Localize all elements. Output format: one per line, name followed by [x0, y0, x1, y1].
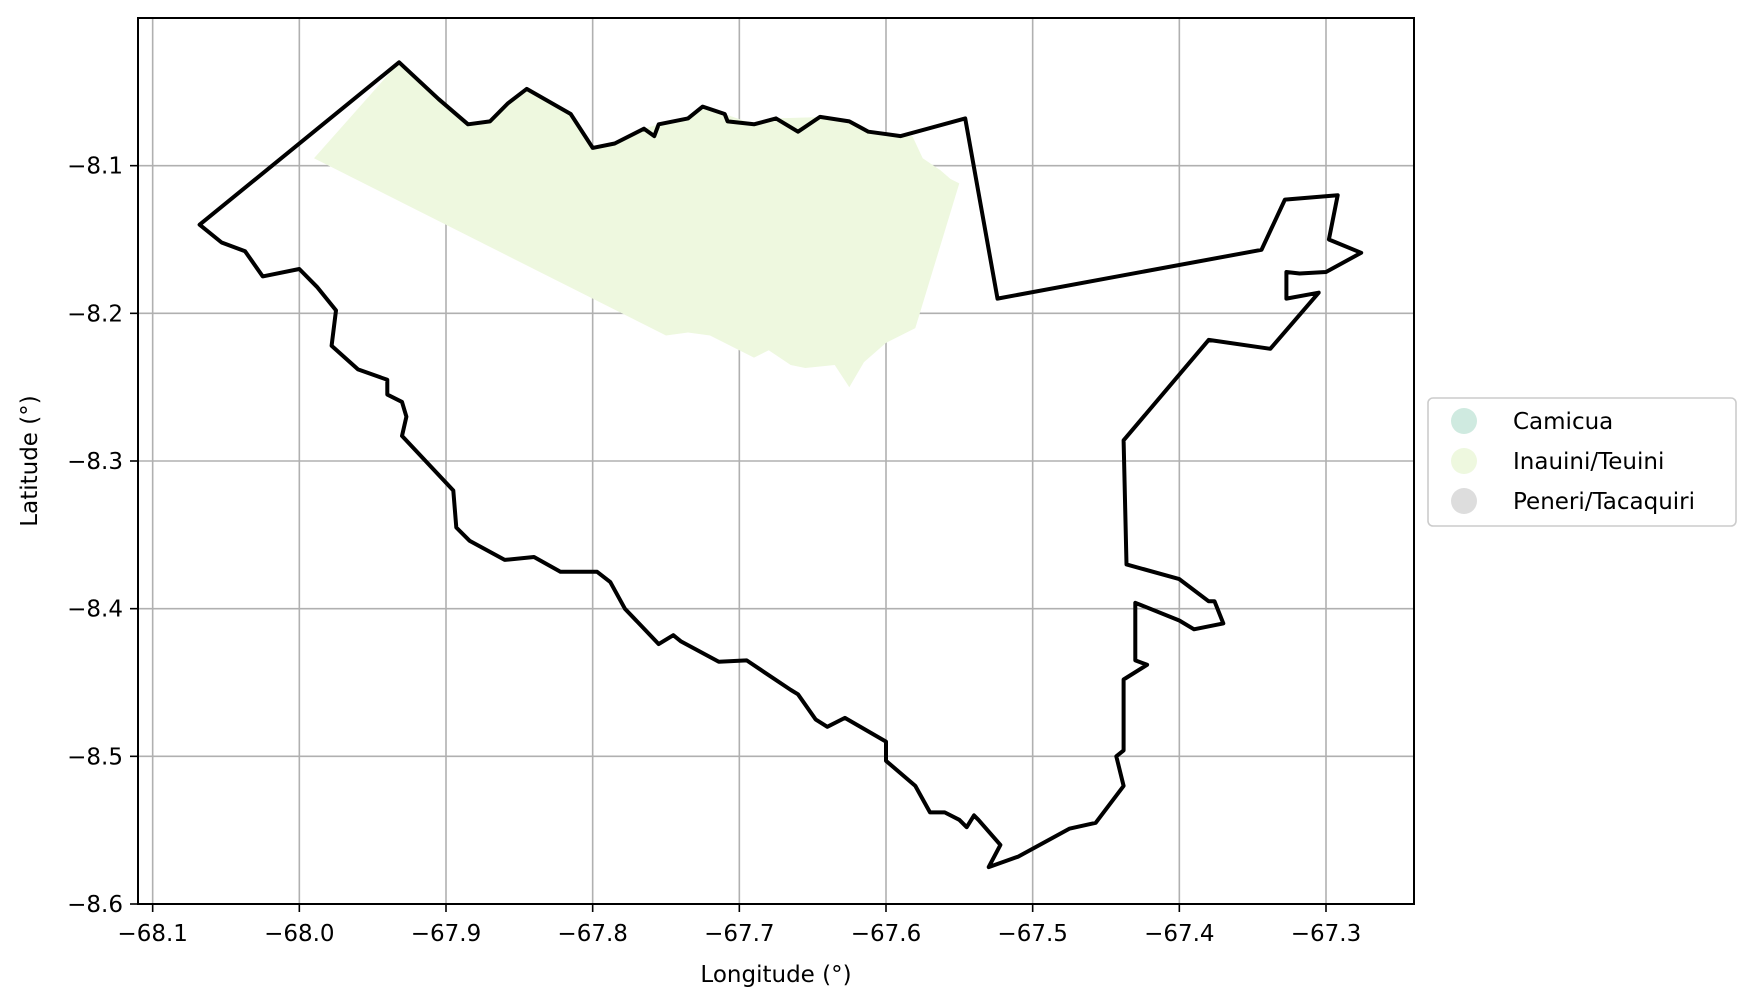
- x-tick-label: −67.3: [1291, 921, 1361, 947]
- legend-marker: [1451, 488, 1477, 514]
- x-axis: −68.1 −68.0 −67.9 −67.8 −67.7 −67.6 −67.5 −67.4…: [117, 904, 1361, 947]
- y-axis: −8.1 −8.2 −8.3 −8.4 −8.5 −8.6: [67, 154, 138, 918]
- region-inauini-teuini: [314, 62, 960, 388]
- legend-box: [1427, 397, 1737, 527]
- territory-boundary: [197, 60, 1364, 870]
- y-tick-label: −8.2: [67, 301, 123, 327]
- legend-marker: [1451, 448, 1477, 474]
- x-tick-label: −67.8: [557, 921, 627, 947]
- legend-label: Inauini/Teuini: [1513, 449, 1664, 475]
- legend-label: Camicua: [1513, 409, 1613, 435]
- y-tick-label: −8.1: [67, 154, 123, 180]
- x-tick-label: −67.6: [851, 921, 921, 947]
- x-tick-label: −67.5: [997, 921, 1067, 947]
- legend-marker: [1451, 408, 1477, 434]
- y-axis-title: Latitude (°): [17, 395, 43, 526]
- y-tick-label: −8.4: [67, 597, 123, 623]
- x-tick-label: −67.7: [704, 921, 774, 947]
- x-tick-label: −68.0: [264, 921, 334, 947]
- x-tick-label: −68.1: [117, 921, 187, 947]
- legend: Camicua Inauini/Teuini Peneri/Tacaquiri: [1427, 397, 1737, 527]
- x-tick-label: −67.4: [1144, 921, 1214, 947]
- y-tick-label: −8.6: [67, 892, 123, 918]
- x-tick-label: −67.9: [411, 921, 481, 947]
- y-tick-label: −8.5: [67, 744, 123, 770]
- legend-label: Peneri/Tacaquiri: [1513, 489, 1695, 515]
- x-axis-title: Longitude (°): [700, 962, 851, 988]
- y-tick-label: −8.3: [67, 449, 123, 475]
